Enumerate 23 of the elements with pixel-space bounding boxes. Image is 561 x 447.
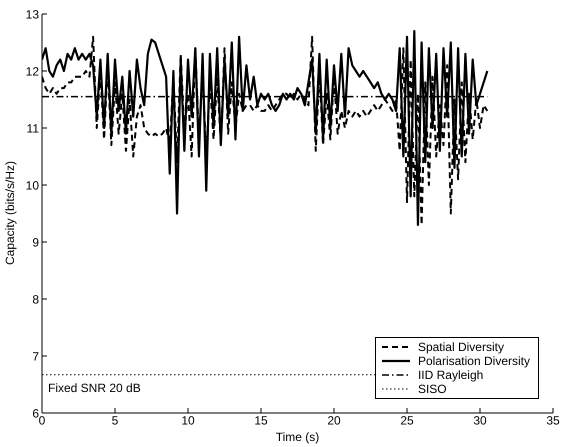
x-axis-title: Time (s) <box>274 430 320 444</box>
annotation: Fixed SNR 20 dB <box>48 381 141 395</box>
y-tick-label: 13 <box>26 7 40 22</box>
y-tick-label: 10 <box>26 178 40 192</box>
y-tick-label: 6 <box>32 406 40 420</box>
y-tick-label: 12 <box>26 64 40 78</box>
x-tick-label: 10 <box>181 414 195 428</box>
y-axis-title: Capacity (bits/s/Hz) <box>3 160 17 266</box>
x-tick-label: 0 <box>38 414 46 428</box>
legend-label: SISO <box>418 382 447 396</box>
x-tick-label: 15 <box>254 414 268 428</box>
y-tick-label: 7 <box>32 349 40 364</box>
x-tick-label: 20 <box>327 414 341 428</box>
y-tick-label: 9 <box>32 235 40 250</box>
y-tick-label: 8 <box>32 292 40 306</box>
x-tick-label: 30 <box>473 414 487 428</box>
y-tick-label: 11 <box>26 121 40 136</box>
legend-label: IID Rayleigh <box>418 368 484 382</box>
x-tick-label: 35 <box>546 414 560 428</box>
legend-label: Polarisation Diversity <box>418 354 530 368</box>
legend-label: Spatial Diversity <box>418 340 504 354</box>
x-tick-label: 25 <box>400 414 414 428</box>
x-tick-label: 5 <box>112 414 119 428</box>
